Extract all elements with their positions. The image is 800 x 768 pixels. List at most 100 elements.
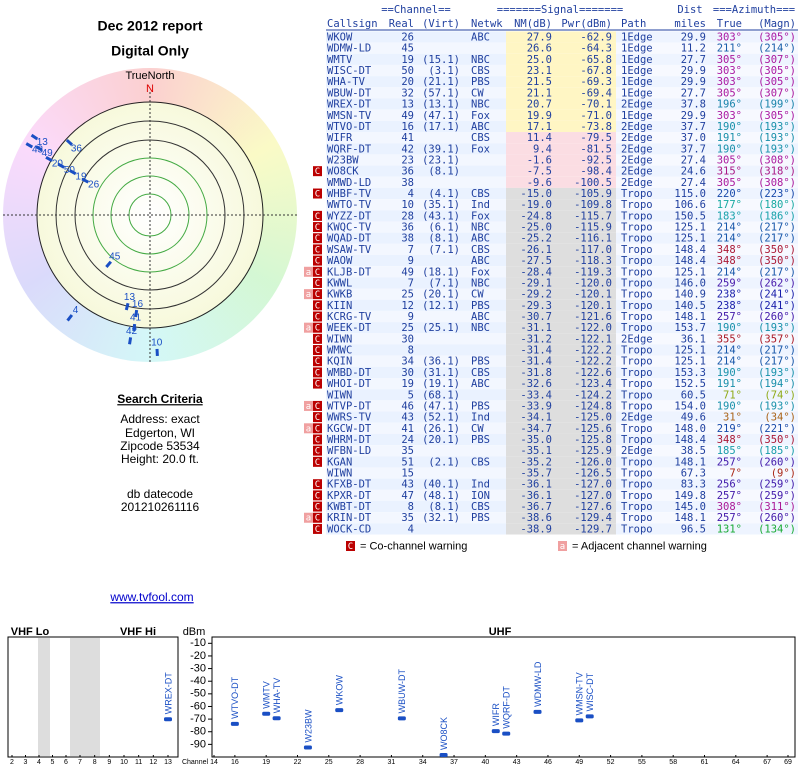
warning-symbol: C bbox=[315, 257, 320, 267]
cell: 43 bbox=[401, 479, 414, 491]
cell: 308° bbox=[717, 501, 742, 513]
cell: 152.5 bbox=[674, 378, 706, 390]
row-bg bbox=[326, 165, 506, 177]
cell: (68.1) bbox=[422, 389, 460, 401]
warning-box bbox=[313, 434, 322, 445]
column-header: Callsign bbox=[327, 18, 378, 30]
station-mark bbox=[81, 177, 89, 184]
warning-box bbox=[313, 456, 322, 467]
row-bg bbox=[616, 355, 798, 367]
cell: (47.1) bbox=[422, 400, 460, 412]
row-bg bbox=[326, 176, 506, 188]
cell: -34.7 bbox=[520, 423, 552, 435]
station-label: WTVO-DT bbox=[230, 676, 240, 718]
cell: Tropo bbox=[621, 277, 653, 289]
cell: KGCW-DT bbox=[327, 423, 372, 435]
x-tick-label: 14 bbox=[210, 759, 218, 766]
cell: 24.6 bbox=[681, 166, 706, 178]
cell: Ind bbox=[471, 479, 490, 491]
cell: WKOW bbox=[327, 32, 353, 44]
row-bg bbox=[616, 288, 798, 300]
signal-bg bbox=[506, 512, 616, 524]
x-tick-label: 11 bbox=[135, 759, 142, 766]
cell: 38.5 bbox=[681, 445, 706, 457]
station-label: W23BW bbox=[303, 709, 313, 743]
cell: Tropo bbox=[621, 434, 653, 446]
cell: 71° bbox=[723, 389, 742, 401]
cell: 214° bbox=[717, 266, 742, 278]
cell: -127.0 bbox=[574, 479, 612, 491]
cell: 17.1 bbox=[527, 121, 552, 133]
band-shade bbox=[38, 638, 50, 756]
x-label: Channel bbox=[182, 759, 209, 766]
row-bg bbox=[616, 456, 798, 468]
ring bbox=[110, 175, 190, 255]
station-mark bbox=[65, 138, 73, 146]
row-bg bbox=[616, 433, 798, 446]
cell: CW bbox=[471, 423, 484, 435]
site-link[interactable]: www.tvfool.com bbox=[109, 590, 193, 604]
signal-bg bbox=[506, 232, 616, 244]
warning-symbol: a bbox=[306, 402, 311, 412]
x-tick-label: 52 bbox=[607, 759, 615, 766]
cell: (241°) bbox=[758, 289, 796, 301]
column-header: Real bbox=[389, 18, 414, 30]
column-header: miles bbox=[674, 18, 706, 30]
cell: -120.1 bbox=[574, 300, 612, 312]
cell: Tropo bbox=[621, 244, 653, 256]
cell: -122.1 bbox=[574, 333, 612, 345]
cell: 11.4 bbox=[527, 132, 552, 144]
y-tick-label: -20 bbox=[190, 650, 206, 662]
cell: 19 bbox=[401, 54, 414, 66]
cell: 2Edge bbox=[621, 132, 653, 144]
cell: 37.7 bbox=[681, 121, 706, 133]
cell: 257° bbox=[717, 311, 742, 323]
row-bg bbox=[616, 478, 798, 490]
cell: -115.7 bbox=[574, 210, 612, 222]
cell: -125.0 bbox=[574, 412, 612, 424]
cell: WWRS-TV bbox=[327, 412, 372, 424]
cell: (40.1) bbox=[422, 479, 460, 491]
cell: WHA-TV bbox=[327, 76, 366, 88]
legend-symbol: C bbox=[348, 542, 353, 552]
station-mark bbox=[25, 142, 34, 149]
warning-symbol: C bbox=[315, 435, 320, 445]
cell: 20.7 bbox=[527, 99, 552, 111]
signal-bg bbox=[506, 120, 616, 133]
x-tick-label: 31 bbox=[388, 759, 396, 766]
cell: Tropo bbox=[621, 490, 653, 502]
cell: 211° bbox=[717, 43, 742, 55]
station-mark bbox=[124, 302, 130, 311]
cell: 7 bbox=[408, 277, 414, 289]
cell: ABC bbox=[471, 233, 490, 245]
cell: -7.5 bbox=[527, 166, 552, 178]
cell: 2Edge bbox=[621, 177, 653, 189]
signal-bg bbox=[506, 165, 616, 177]
criteria-line: Edgerton, WI bbox=[125, 426, 195, 440]
station-bar bbox=[397, 716, 406, 721]
cell: -124.2 bbox=[574, 389, 612, 401]
signal-bg bbox=[506, 87, 616, 99]
cell: Tropo bbox=[621, 389, 653, 401]
cell: 43 bbox=[401, 412, 414, 424]
cell: 315° bbox=[717, 166, 742, 178]
x-tick-label: 46 bbox=[544, 759, 552, 766]
cell: -70.1 bbox=[580, 99, 612, 111]
cell: 305° bbox=[717, 177, 742, 189]
warning-symbol: C bbox=[315, 424, 320, 434]
cell: -35.2 bbox=[520, 456, 552, 468]
cell: (318°) bbox=[758, 166, 796, 178]
cell: -120.0 bbox=[574, 277, 612, 289]
cell: -62.9 bbox=[580, 32, 612, 44]
station-label: 16 bbox=[132, 299, 144, 310]
y-tick-label: -30 bbox=[190, 662, 206, 674]
cell: KCRG-TV bbox=[327, 311, 372, 323]
signal-bg bbox=[506, 500, 616, 513]
cell: 27.4 bbox=[681, 154, 706, 166]
row-bg bbox=[326, 53, 506, 65]
cell: 303° bbox=[717, 32, 742, 44]
cell: 153.3 bbox=[674, 367, 706, 379]
cell: -27.5 bbox=[520, 255, 552, 267]
